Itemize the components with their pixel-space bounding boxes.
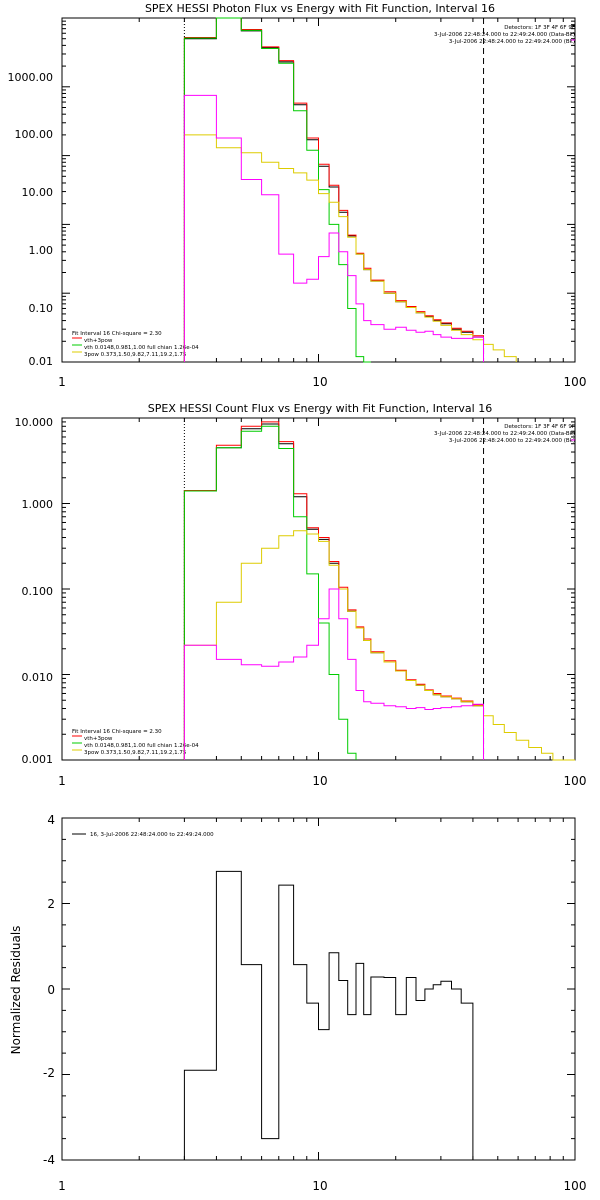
- count-y-tick-labels: 0.001 0.010 0.100 1.000 10.000: [15, 416, 54, 766]
- residuals-plot-area: [61, 817, 576, 1161]
- photon-series-2-step-line: [183, 17, 371, 363]
- photon-series-3-step-line: [183, 134, 517, 362]
- residuals-y-tick-labels: -4 -2 0 2 4: [43, 813, 55, 1167]
- photon-y-tick-label: 1.00: [29, 244, 54, 257]
- count-y-tick-label: 10.000: [15, 416, 54, 429]
- photon-x-tick-label: 100: [564, 375, 587, 389]
- count-series-3-step-line: [183, 530, 575, 761]
- count-legend-top: Detectors: 1F 3F 4F 6F 9F 3-Jul-2006 22:…: [434, 424, 575, 444]
- count-legend-data-bk: 3-Jul-2006 22:48:24.000 to 22:49:24.000 …: [434, 431, 575, 437]
- photon-y-tick-label: 1000.00: [8, 71, 54, 84]
- photon-series-0-step-line: [183, 17, 484, 362]
- residuals-x-tick-label: 10: [312, 1179, 327, 1193]
- count-legend-3pow: 3pow 0.373,1.50,9.82,7.11,19.2,1.75: [84, 750, 187, 756]
- count-plot-area: [61, 417, 576, 761]
- photon-flux-panel: SPEX HESSI Photon Flux vs Energy with Fi…: [8, 2, 587, 389]
- photon-legend-3pow: 3pow 0.373,1.50,9.82,7.11,19.2,1.75: [84, 352, 187, 358]
- count-series-0-step-line: [183, 423, 484, 760]
- residuals-legend-interval: 16, 3-Jul-2006 22:48:24.000 to 22:49:24.…: [90, 832, 214, 838]
- count-chart-title: SPEX HESSI Count Flux vs Energy with Fit…: [148, 402, 492, 415]
- photon-legend-detectors: Detectors: 1F 3F 4F 6F 9F: [504, 25, 575, 31]
- residuals-y-tick-label: 2: [47, 897, 55, 911]
- count-x-tick-label: 10: [312, 774, 327, 788]
- count-legend-fit-interval: Fit Interval 16 Chi-square = 2.30: [72, 729, 162, 735]
- residuals-series-0-step-line: [183, 870, 484, 1161]
- count-legend-vth-3pow: vth+3pow: [84, 736, 113, 742]
- count-y-tick-label: 0.010: [22, 671, 54, 684]
- count-legend-bk: 3-Jul-2006 22:48:24.000 to 22:49:24.000 …: [449, 438, 575, 444]
- count-y-tick-label: 0.001: [22, 753, 54, 766]
- photon-series-1-step-line: [183, 17, 484, 362]
- photon-plot-area: [61, 17, 576, 363]
- photon-y-tick-labels: 0.01 0.10 1.00 10.00 100.00 1000.00: [8, 71, 54, 368]
- count-x-tick-label: 1: [58, 774, 66, 788]
- photon-y-tick-label: 0.01: [29, 355, 54, 368]
- photon-legend-data-bk: 3-Jul-2006 22:48:24.000 to 22:49:24.000 …: [434, 32, 575, 38]
- photon-legend-bottom: Fit Interval 16 Chi-square = 2.30 vth+3p…: [72, 331, 199, 358]
- photon-x-tick-labels: 1 10 100: [58, 375, 586, 389]
- residuals-y-tick-label: -2: [43, 1066, 55, 1080]
- photon-legend-bk: 3-Jul-2006 22:48:24.000 to 22:49:24.000 …: [449, 39, 575, 45]
- count-y-tick-label: 1.000: [22, 498, 54, 511]
- count-x-tick-label: 100: [564, 774, 587, 788]
- photon-x-tick-label: 1: [58, 375, 66, 389]
- residuals-y-tick-label: -4: [43, 1153, 55, 1167]
- residuals-plot-frame: [61, 817, 576, 1161]
- count-series-1-step-line: [183, 421, 484, 760]
- photon-legend-vth: vth 0.0148,0.981,1.00 full chian 1.26e-0…: [84, 345, 199, 351]
- photon-legend-top: Detectors: 1F 3F 4F 6F 9F 3-Jul-2006 22:…: [434, 25, 575, 45]
- photon-y-tick-label: 100.00: [15, 128, 54, 141]
- count-y-tick-label: 0.100: [22, 585, 54, 598]
- count-legend-detectors: Detectors: 1F 3F 4F 6F 9F: [504, 424, 575, 430]
- photon-legend-fit-interval: Fit Interval 16 Chi-square = 2.30: [72, 331, 162, 337]
- count-flux-panel: SPEX HESSI Count Flux vs Energy with Fit…: [15, 402, 587, 788]
- residuals-y-axis-label: Normalized Residuals: [9, 926, 23, 1055]
- count-x-tick-labels: 1 10 100: [58, 774, 586, 788]
- count-series-4-step-line: [183, 588, 484, 760]
- residuals-x-tick-label: 1: [58, 1179, 66, 1193]
- residuals-panel: Normalized Residuals -4 -2 0 2 4 1 10 10…: [9, 813, 586, 1193]
- residuals-x-tick-label: 100: [564, 1179, 587, 1193]
- count-legend-vth: vth 0.0148,0.981,1.00 full chian 1.26e-0…: [84, 743, 199, 749]
- photon-chart-title: SPEX HESSI Photon Flux vs Energy with Fi…: [145, 2, 495, 15]
- photon-y-tick-label: 0.10: [29, 302, 54, 315]
- residuals-y-tick-label: 4: [47, 813, 55, 827]
- count-series-2-step-line: [183, 425, 357, 760]
- residuals-y-tick-label: 0: [47, 983, 55, 997]
- count-legend-bottom: Fit Interval 16 Chi-square = 2.30 vth+3p…: [72, 729, 199, 756]
- photon-x-tick-label: 10: [312, 375, 327, 389]
- photon-series-4-step-line: [183, 94, 484, 362]
- photon-y-tick-label: 10.00: [22, 186, 54, 199]
- residuals-x-tick-labels: 1 10 100: [58, 1179, 586, 1193]
- photon-legend-vth-3pow: vth+3pow: [84, 338, 113, 344]
